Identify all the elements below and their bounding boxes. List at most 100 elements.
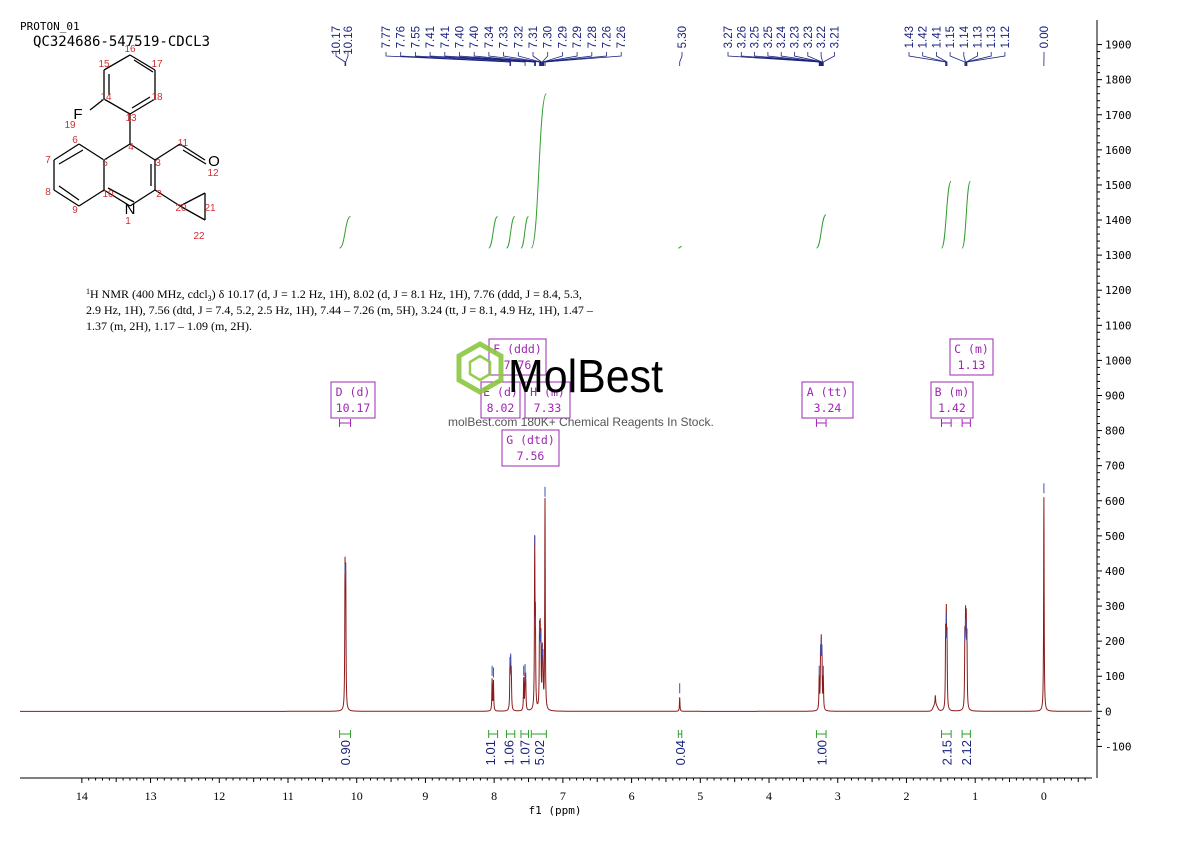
nmr-desc-line1-post: ) δ 10.17 (d, J = 1.2 Hz, 1H), 8.02 (d, … — [212, 287, 582, 301]
multiplet-letter: D — [336, 385, 343, 399]
integral-value-label: 0.04 — [673, 740, 688, 765]
atom-number: 11 — [178, 138, 189, 149]
molecule-bond — [129, 143, 156, 161]
peak-label-connector — [473, 52, 536, 66]
peak-label-connector — [949, 52, 966, 66]
atom-number: 17 — [151, 59, 163, 70]
molecule-bond — [129, 54, 156, 71]
peak-label: 3.22 — [816, 26, 828, 48]
y-tick-label: 200 — [1105, 635, 1125, 648]
nmr-desc-line3: 1.37 (m, 2H), 1.17 – 1.09 (m, 2H). — [86, 319, 252, 333]
peak-label-connector — [822, 52, 835, 66]
molecule-bond — [107, 187, 135, 203]
molbest-logo-icon — [456, 341, 504, 395]
nmr-description: 1H NMR (400 MHz, cdcl3) δ 10.17 (d, J = … — [86, 287, 594, 333]
x-tick-label: 6 — [629, 789, 635, 803]
y-tick-label: 1900 — [1105, 39, 1132, 52]
molecule-bond — [53, 143, 80, 161]
peak-label-connector — [966, 52, 1006, 66]
multiplet-type: (m) — [949, 385, 970, 399]
multiplet-letter: A — [807, 385, 814, 399]
atom-number: 12 — [207, 168, 219, 179]
peak-label: 5.30 — [677, 26, 689, 48]
peak-label-connector — [543, 52, 593, 66]
integral-curve — [506, 216, 516, 249]
atom-nitrogen: N — [125, 201, 136, 218]
multiplet-box: C (m) 1.13 — [949, 338, 994, 376]
multiplet-type: (m) — [544, 385, 565, 399]
integral-bars: 0.90 1.01 1.06 1.07 5.02 0.04 1.00 2.15 2.12 — [338, 730, 974, 765]
multiplet-box-frame — [801, 381, 854, 419]
peak-label-connector — [444, 52, 536, 66]
multiplet-box-frame — [501, 429, 560, 467]
multiplet-label: C (m) — [954, 342, 989, 356]
molecule-bond — [154, 143, 181, 161]
molecule-bond — [78, 143, 105, 161]
peak-label-connector — [541, 52, 549, 66]
peak-label: 0.00 — [1039, 26, 1051, 48]
multiplet-box: B (m) 1.42 — [930, 381, 974, 419]
atom-number: 19 — [64, 120, 76, 131]
multiplet-shift: 3.24 — [814, 401, 842, 415]
atom-number: 14 — [100, 92, 112, 103]
multiplet-shift: 10.17 — [336, 401, 371, 415]
peak-label-connector — [780, 52, 822, 66]
molecule-bond — [154, 189, 181, 207]
integral-value-label: 5.02 — [532, 740, 547, 765]
y-tick-label: 1000 — [1105, 354, 1132, 367]
multiplet-label: F (ddd) — [493, 342, 542, 356]
multiplet-type: (m) — [968, 342, 989, 356]
integral-curve — [961, 180, 971, 249]
y-tick-label: 400 — [1105, 565, 1125, 578]
multiplet-letter: B — [935, 385, 942, 399]
x-tick-label: 2 — [903, 789, 909, 803]
peak-label: 7.30 — [543, 26, 555, 48]
multiplet-letter: G — [506, 433, 513, 447]
peak-label: 3.27 — [723, 26, 735, 48]
multiplet-shift: 7.56 — [517, 449, 545, 463]
peak-label-connector — [517, 52, 542, 66]
x-axis-label: f1 (ppm) — [529, 804, 582, 817]
multiplet-label: A (tt) — [807, 385, 849, 399]
molecule-bond — [103, 54, 131, 71]
x-tick-label: 9 — [422, 789, 428, 803]
x-tick-label: 7 — [560, 789, 566, 803]
multiplet-letter: F — [493, 342, 500, 356]
peak-label-connector — [335, 52, 346, 66]
x-tick-label: 5 — [697, 789, 703, 803]
integral-curve — [678, 245, 682, 249]
peak-label: 1.12 — [1000, 26, 1012, 48]
spectrum-line — [20, 497, 1092, 712]
multiplet-box: D (d) 10.17 — [330, 381, 376, 419]
integral-curve — [815, 214, 827, 249]
peak-label-connector — [922, 52, 947, 66]
peak-label-connector — [488, 52, 540, 66]
peak-label-connector — [503, 52, 541, 66]
multiplet-type: (dtd) — [520, 433, 555, 447]
x-tick-label: 3 — [835, 789, 841, 803]
peak-label: 7.33 — [499, 26, 511, 48]
peak-label-connector — [727, 52, 820, 66]
peak-label-connector — [544, 52, 607, 66]
peak-label: 7.28 — [587, 26, 599, 48]
multiplet-type: (ddd) — [507, 342, 542, 356]
atom-number: 2 — [156, 189, 162, 200]
peak-label-connector — [385, 52, 511, 66]
peak-label-connector — [767, 52, 821, 66]
peak-label-connector — [400, 52, 512, 66]
integral-curves — [339, 93, 971, 249]
atom-fluorine: F — [73, 106, 82, 123]
integral-curve — [520, 216, 530, 249]
y-tick-label: 900 — [1105, 389, 1125, 402]
multiplet-label: D (d) — [336, 385, 371, 399]
molecule-bond — [179, 143, 206, 161]
peak-label-connector — [345, 52, 349, 66]
spectrum-trace — [20, 483, 1092, 712]
multiplet-letter: H — [530, 385, 537, 399]
integral-curve — [530, 93, 547, 249]
peak-label-connector — [542, 52, 578, 66]
peak-label: 3.21 — [829, 26, 841, 48]
integral-value-label: 2.15 — [939, 740, 954, 765]
peak-label: 1.15 — [945, 26, 957, 48]
multiplet-gap — [814, 385, 821, 399]
